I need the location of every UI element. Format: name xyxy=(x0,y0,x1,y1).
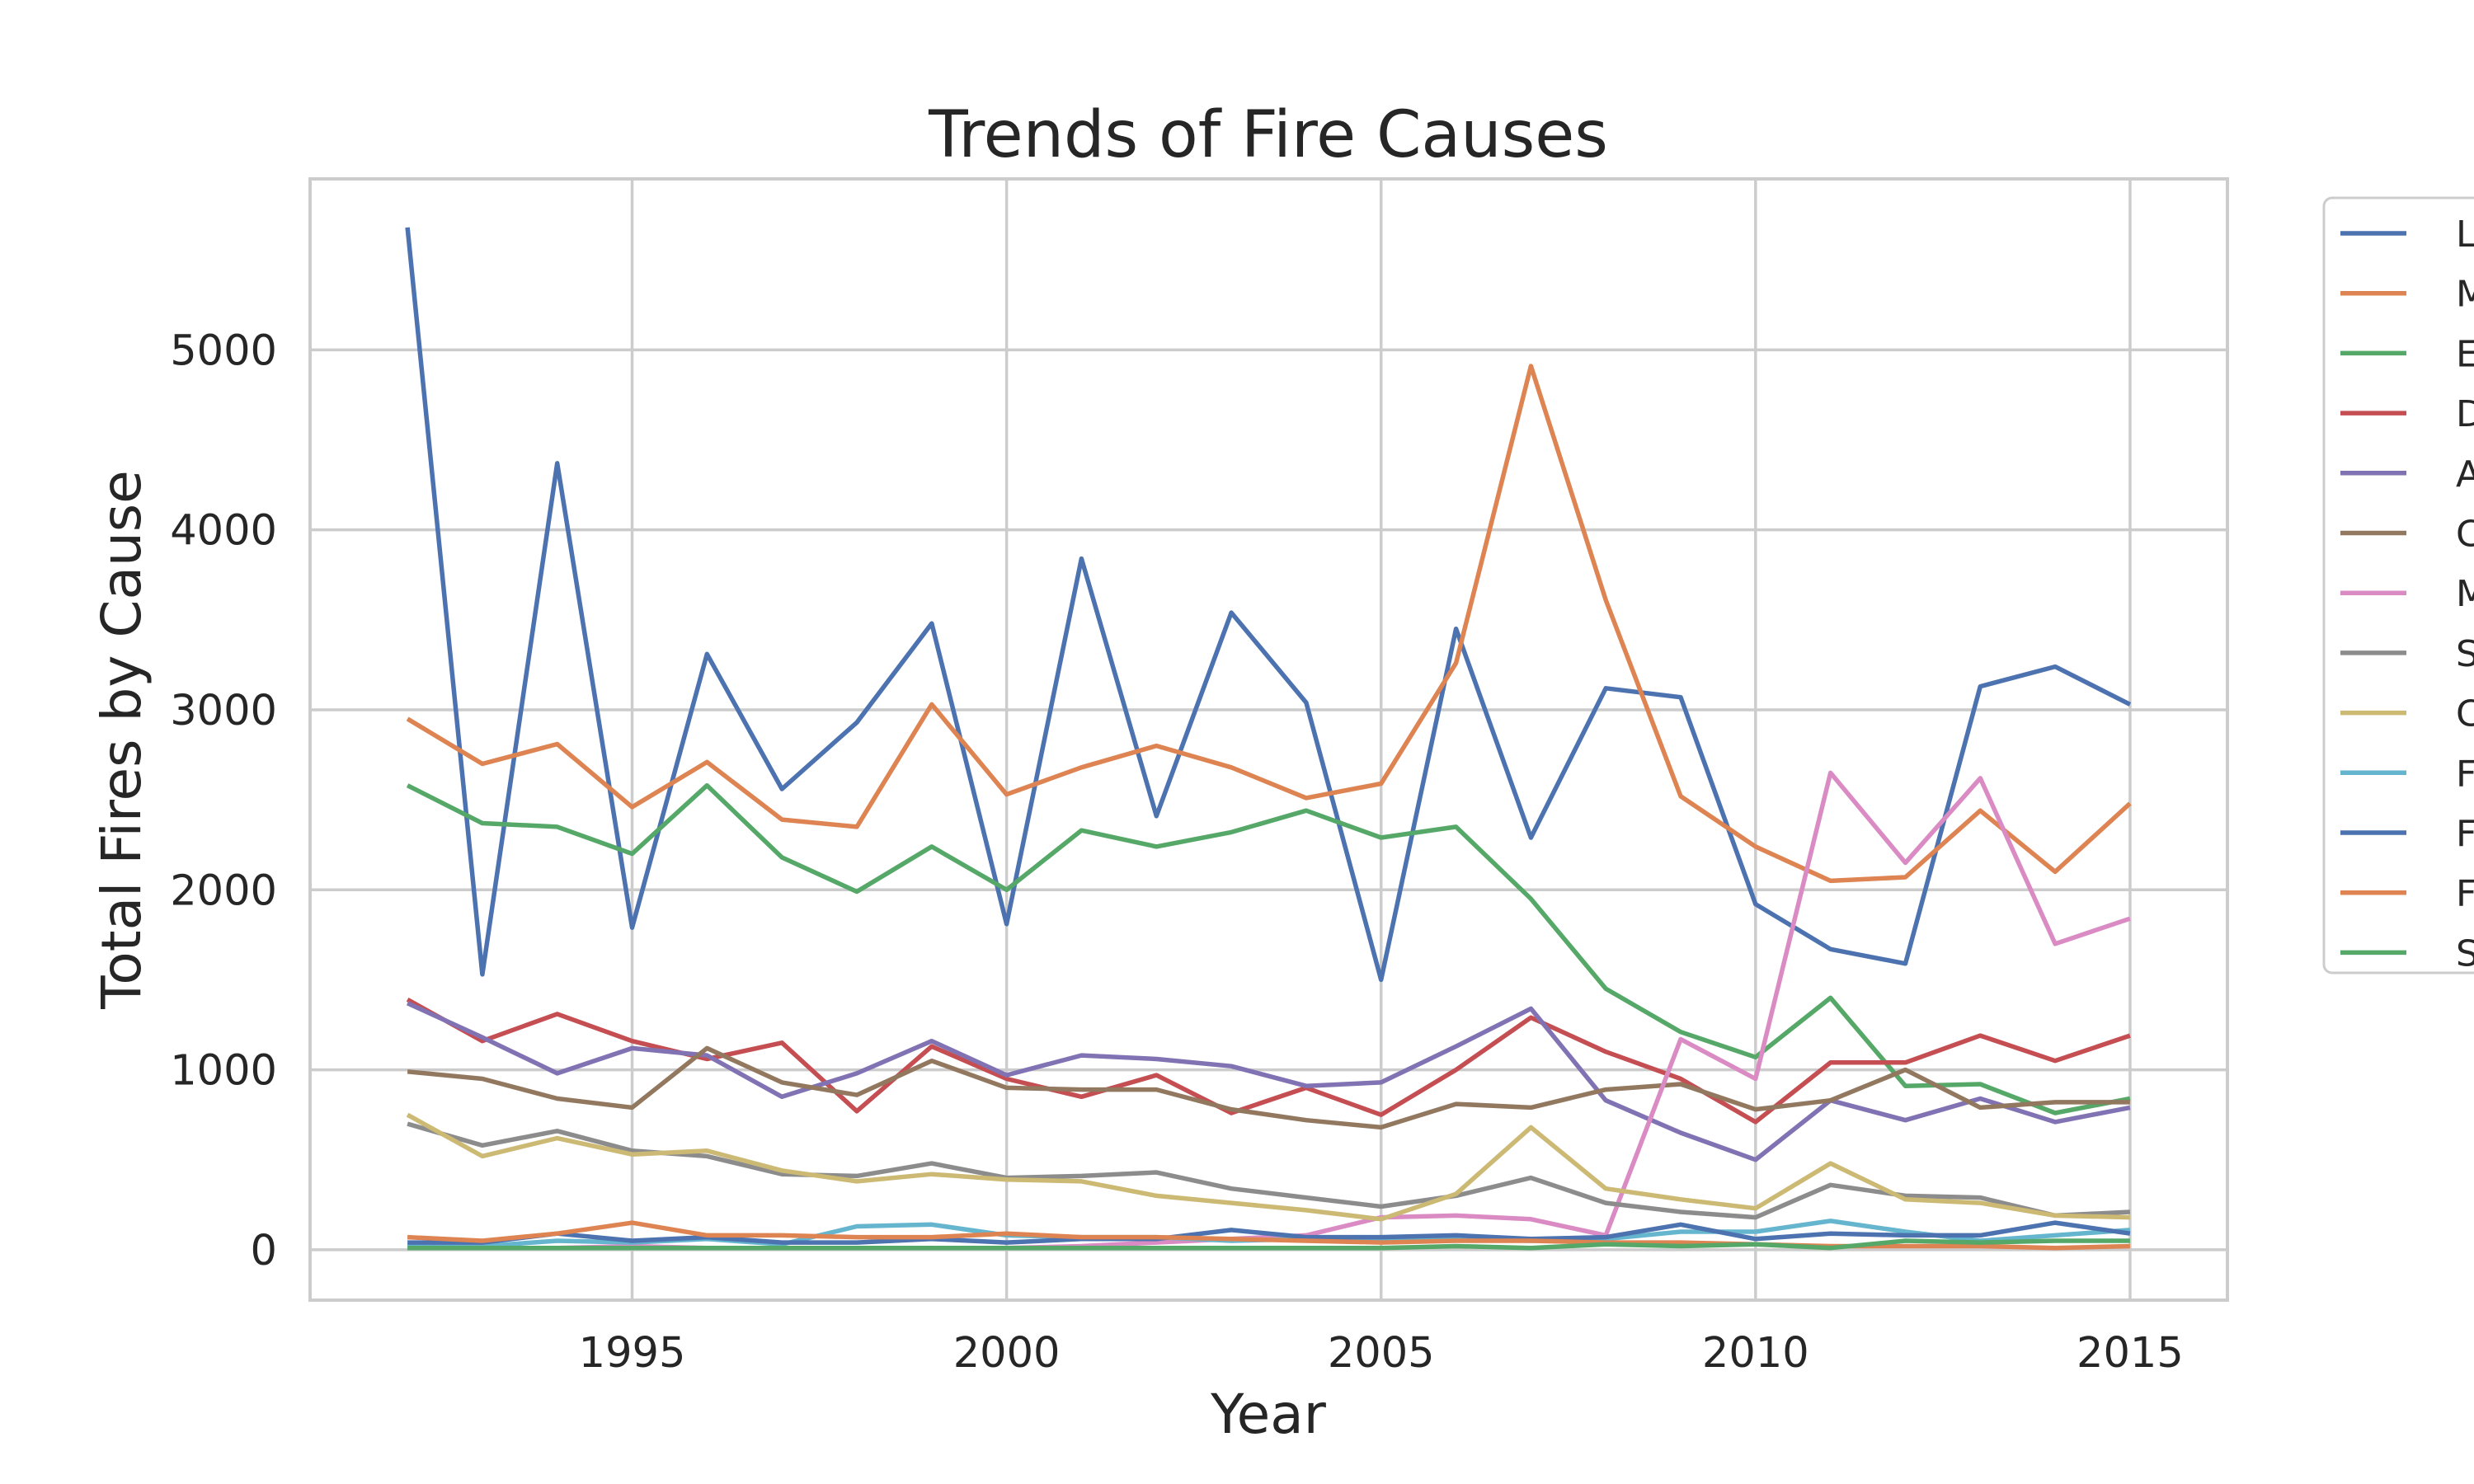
y-tick-label: 2000 xyxy=(170,866,277,915)
y-tick-label: 3000 xyxy=(170,687,277,735)
y-tick-label: 1000 xyxy=(170,1047,277,1096)
x-tick-label: 2000 xyxy=(953,1329,1061,1378)
series-line xyxy=(406,782,2131,1115)
legend-label: E xyxy=(2456,333,2474,375)
legend-frame xyxy=(2322,196,2474,974)
x-tick-label: 2005 xyxy=(1328,1329,1435,1378)
series-line xyxy=(405,227,2132,983)
y-tick-label: 4000 xyxy=(170,507,277,556)
series-lines xyxy=(405,227,2132,1251)
legend-label: F xyxy=(2456,813,2474,855)
x-tick-label: 2010 xyxy=(1702,1329,1809,1378)
tick-labels: 1995 2000 2005 2010 2015 0 1000 2000 3000 4000 500… xyxy=(170,326,2184,1378)
y-tick-label: 5000 xyxy=(170,326,277,375)
legend-label: S xyxy=(2456,932,2474,974)
series-line xyxy=(407,1220,2131,1245)
legend-label: D xyxy=(2456,393,2474,435)
series-line xyxy=(406,1112,2130,1222)
x-axis-label: Year xyxy=(1210,1383,1327,1446)
legend-label: S xyxy=(2456,633,2474,675)
legend-label: C xyxy=(2456,514,2474,556)
y-axis-label: Total Fires by Cause xyxy=(90,470,153,1010)
legend-label: M xyxy=(2456,274,2474,316)
series-line xyxy=(406,1001,2131,1162)
chart-title: Trends of Fire Causes xyxy=(928,98,1608,172)
legend-label: M xyxy=(2456,573,2474,615)
x-tick-label: 1995 xyxy=(579,1329,686,1378)
x-tick-label: 2015 xyxy=(2077,1329,2184,1378)
plot-frame xyxy=(308,177,2229,1302)
series-line xyxy=(407,1238,2130,1251)
series-line xyxy=(406,364,2132,884)
legend-label: L xyxy=(2456,214,2474,256)
legend-label: F xyxy=(2456,873,2474,915)
legend-label: C xyxy=(2456,693,2474,735)
legend-label: F xyxy=(2456,753,2474,795)
legend-label: A xyxy=(2456,453,2474,495)
series-line xyxy=(407,1045,2130,1130)
series-line xyxy=(407,1121,2131,1220)
y-tick-label: 0 xyxy=(251,1227,277,1275)
